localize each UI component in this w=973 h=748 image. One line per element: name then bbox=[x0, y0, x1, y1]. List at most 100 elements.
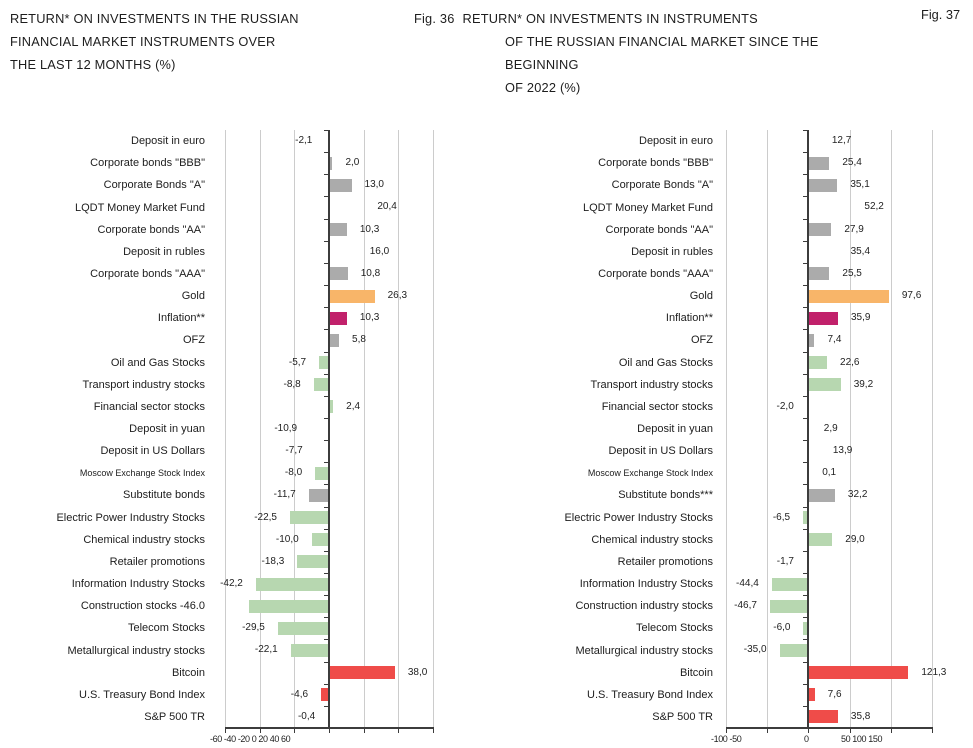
category-label: OFZ bbox=[691, 334, 713, 347]
x-axis-labels: -60 -40 -20 0 20 40 60 bbox=[210, 734, 291, 744]
bar bbox=[290, 511, 329, 525]
value-label: -10,9 bbox=[274, 422, 298, 434]
category-label: Substitute bonds*** bbox=[618, 489, 713, 502]
category-label: Oil and Gas Stocks bbox=[110, 356, 205, 369]
zero-axis-tick bbox=[324, 285, 329, 286]
category-label: Corporate Bonds "A" bbox=[103, 179, 205, 192]
value-label: -4,6 bbox=[290, 688, 309, 700]
bar bbox=[321, 688, 329, 702]
bar bbox=[808, 488, 835, 502]
category-label: Bitcoin bbox=[679, 666, 713, 679]
zero-axis-tick bbox=[803, 241, 809, 242]
figure-37-label: Fig. 37 bbox=[921, 7, 961, 22]
chart-row: Electric Power Industry Stocks -6,5 bbox=[508, 507, 973, 529]
category-label: Moscow Exchange Stock Index bbox=[587, 468, 713, 479]
title-line: OF 2022 (%) bbox=[505, 80, 581, 95]
zero-axis-tick bbox=[803, 130, 809, 131]
bar bbox=[329, 400, 334, 414]
value-label: 35,1 bbox=[850, 179, 870, 191]
figure-36-label: Fig. 36 bbox=[414, 11, 455, 26]
value-label: -6,0 bbox=[773, 622, 791, 634]
value-label: 121,3 bbox=[921, 666, 947, 678]
category-label: Telecom Stocks bbox=[635, 622, 713, 635]
zero-axis-tick bbox=[324, 329, 329, 330]
chart-row: Corporate Bonds "A" 35,1 bbox=[508, 174, 973, 196]
value-label: -22,5 bbox=[254, 511, 277, 523]
axis-tick bbox=[225, 727, 226, 733]
gridline bbox=[363, 130, 365, 727]
gridline bbox=[890, 130, 892, 727]
bar bbox=[255, 577, 329, 591]
zero-axis-tick bbox=[324, 706, 329, 707]
zero-axis-tick bbox=[324, 196, 329, 197]
bar bbox=[329, 178, 352, 192]
zero-axis-line bbox=[807, 130, 810, 728]
title-line: RETURN* ON INVESTMENTS IN THE RUSSIAN bbox=[10, 11, 299, 26]
value-label: -8,8 bbox=[283, 378, 301, 390]
value-label: 7,6 bbox=[827, 688, 842, 700]
zero-axis-tick bbox=[324, 728, 329, 729]
zero-axis-tick bbox=[803, 573, 809, 574]
gridline bbox=[932, 130, 933, 727]
zero-axis-tick bbox=[803, 174, 809, 175]
bar bbox=[808, 378, 841, 392]
category-label: LQDT Money Market Fund bbox=[74, 201, 205, 214]
value-label: 20,4 bbox=[377, 201, 397, 213]
bar bbox=[808, 245, 837, 258]
zero-axis-tick bbox=[803, 706, 809, 707]
chart-row: Deposit in rubles 35,4 bbox=[508, 241, 973, 263]
chart-row: Corporate bonds "AA" 27,9 bbox=[508, 219, 973, 241]
zero-axis-tick bbox=[803, 507, 809, 508]
zero-axis-tick bbox=[324, 639, 329, 640]
axis-tick bbox=[433, 727, 434, 733]
zero-axis-tick bbox=[324, 374, 329, 375]
zero-axis-tick bbox=[324, 130, 329, 131]
value-label: 16,0 bbox=[369, 245, 390, 257]
chart-row: Deposit in rubles 16,0 bbox=[0, 241, 450, 263]
category-label: Metallurgical industry stocks bbox=[67, 644, 205, 657]
chart-row: Inflation** 10,3 bbox=[0, 307, 450, 329]
category-label: Corporate bonds "AAA" bbox=[598, 267, 713, 280]
bar bbox=[277, 621, 329, 635]
chart-row: Inflation** 35,9 bbox=[508, 307, 973, 329]
zero-axis-tick bbox=[803, 639, 809, 640]
bar bbox=[808, 710, 838, 724]
bar bbox=[329, 156, 333, 170]
category-label: Electric Power Industry Stocks bbox=[56, 511, 205, 524]
bar bbox=[308, 488, 329, 502]
bar bbox=[297, 555, 329, 569]
chart-row: Bitcoin 38,0 bbox=[0, 662, 450, 684]
category-label: Deposit in yuan bbox=[637, 423, 713, 435]
value-label: -8,0 bbox=[284, 467, 303, 479]
bar bbox=[808, 135, 818, 148]
category-label: S&P 500 TR bbox=[652, 710, 713, 723]
axis-tick bbox=[363, 727, 365, 733]
chart-row: Deposit in US Dollars 13,9 bbox=[508, 440, 973, 462]
chart-row: Metallurgical industry stocks -35,0 bbox=[508, 639, 973, 661]
bar bbox=[808, 267, 830, 281]
bar bbox=[808, 445, 819, 458]
zero-axis-tick bbox=[324, 462, 329, 463]
category-label: Retailer promotions bbox=[109, 555, 205, 568]
chart-row: LQDT Money Market Fund 52,2 bbox=[508, 196, 973, 218]
category-label: Deposit in rubles bbox=[123, 245, 205, 258]
value-label: 39,2 bbox=[853, 378, 874, 390]
category-label: Gold bbox=[181, 290, 205, 303]
chart-row: Gold 97,6 bbox=[508, 285, 973, 307]
bar bbox=[315, 466, 329, 480]
x-axis-labels: -100 -50 bbox=[711, 734, 742, 744]
axis-tick bbox=[767, 727, 769, 733]
category-label: Construction stocks -46.0 bbox=[80, 600, 205, 613]
bar bbox=[311, 533, 329, 547]
category-label: Deposit in rubles bbox=[631, 245, 713, 258]
chart-row: Telecom Stocks -29,5 bbox=[0, 617, 450, 639]
value-label: 13,0 bbox=[364, 179, 384, 191]
category-label: S&P 500 TR bbox=[144, 710, 205, 723]
gridline bbox=[767, 130, 769, 727]
title-line: RETURN* ON INVESTMENTS IN INSTRUMENTS bbox=[462, 11, 758, 26]
zero-axis-tick bbox=[803, 418, 809, 419]
value-label: -35,0 bbox=[743, 644, 767, 656]
value-label: 27,9 bbox=[844, 223, 864, 235]
category-label: Oil and Gas Stocks bbox=[618, 356, 713, 369]
chart-row: S&P 500 TR -0,4 bbox=[0, 706, 450, 728]
